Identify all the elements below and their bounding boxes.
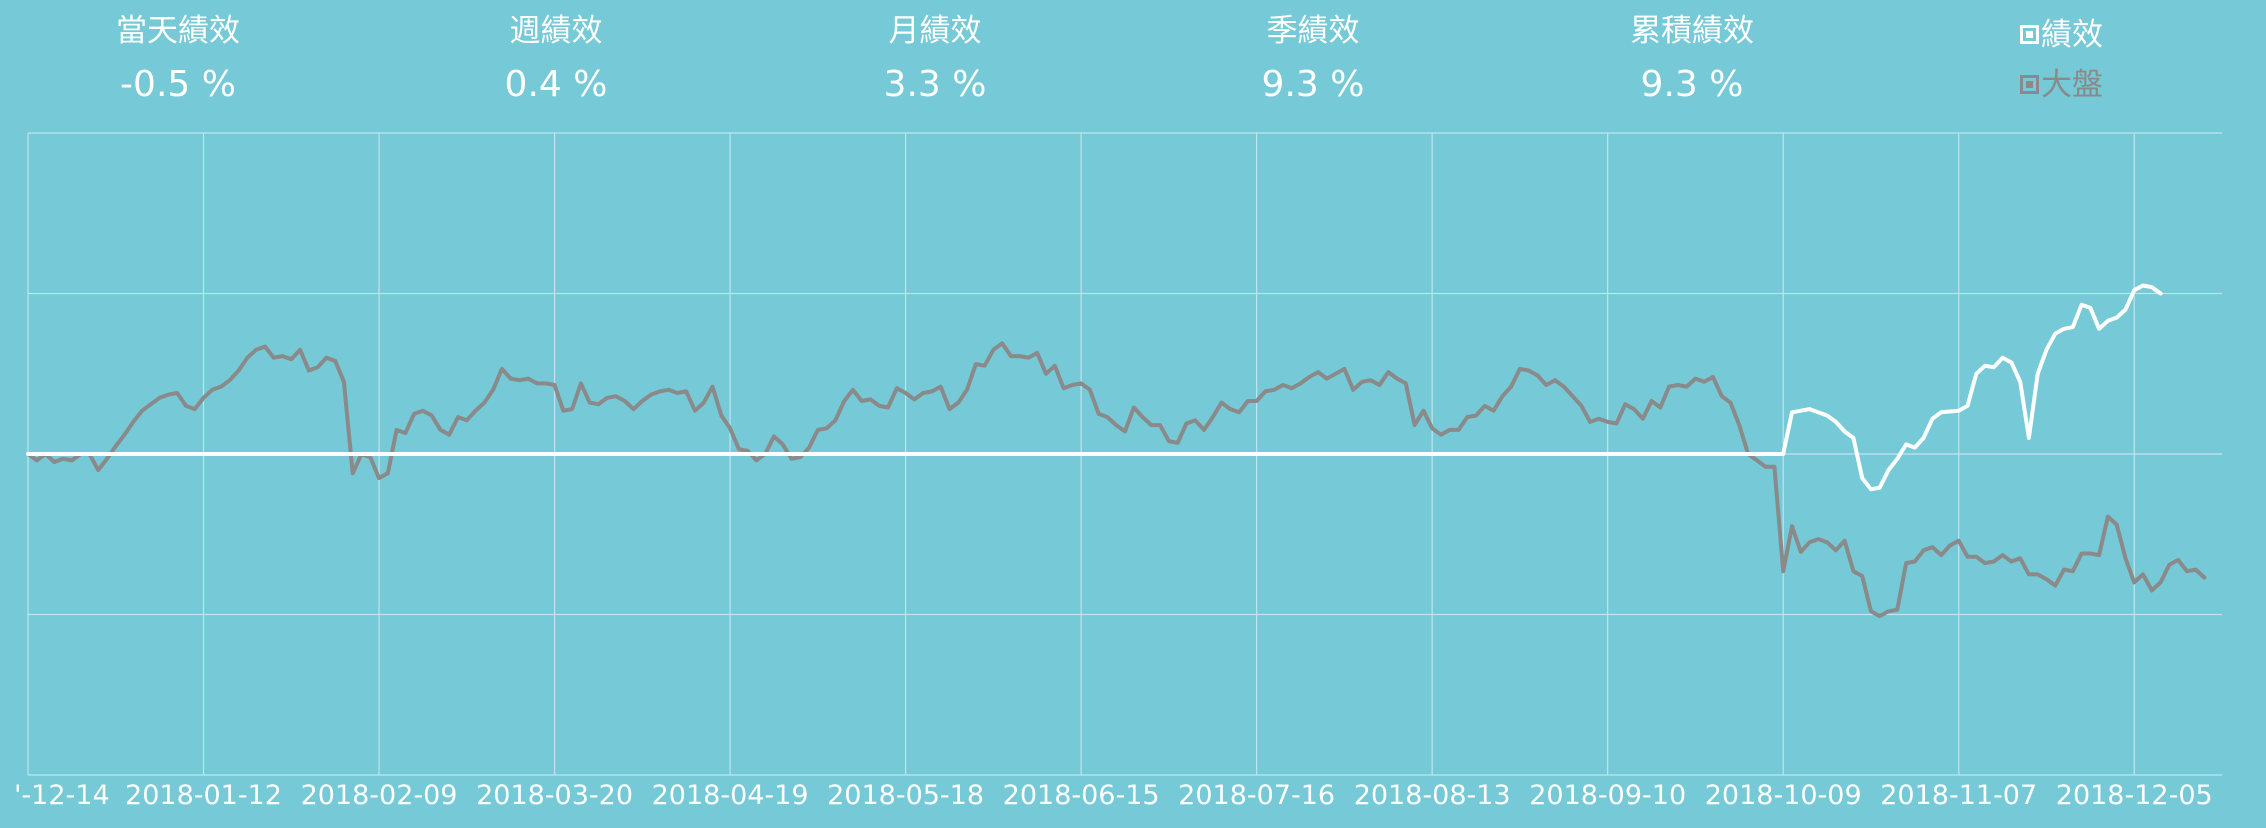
stat-label: 當天績效 <box>116 13 240 49</box>
x-tick-label: 2018-04-19 <box>652 780 809 811</box>
stat-value: -0.5 % <box>120 64 236 105</box>
stat-daily: 當天績效 -0.5 % <box>48 10 308 110</box>
x-tick-label: 2018-05-18 <box>827 780 984 811</box>
stat-label: 月績效 <box>888 13 982 49</box>
legend-swatch-market <box>2020 75 2039 94</box>
chart-lines <box>26 283 2207 619</box>
stat-value: 9.3 % <box>1261 64 1365 105</box>
chart-x-ticks: '-12-14 2018-01-12 2018-02-09 2018-03-20 201… <box>14 780 2213 811</box>
x-tick-label: 2018-10-09 <box>1705 780 1862 811</box>
legend-swatch-performance <box>2020 25 2039 44</box>
x-tick-label: 2018-01-12 <box>125 780 282 811</box>
stat-label: 週績效 <box>509 13 603 49</box>
series-line-market <box>26 341 2207 619</box>
x-tick-label: 2018-03-20 <box>476 780 633 811</box>
legend-label-market: 大盤 <box>2041 67 2103 103</box>
legend-item-performance[interactable]: 績效 <box>2020 10 2103 60</box>
stat-value: 3.3 % <box>883 64 987 105</box>
x-tick-label: 2018-07-16 <box>1178 780 1335 811</box>
stat-quarterly: 季績效 9.3 % <box>1183 10 1443 110</box>
x-tick-label: 2018-06-15 <box>1003 780 1160 811</box>
stat-label: 季績效 <box>1266 13 1360 49</box>
stat-cumulative: 累積績效 9.3 % <box>1562 10 1822 110</box>
legend-label-performance: 績效 <box>2041 17 2103 53</box>
x-tick-label: 2018-09-10 <box>1529 780 1686 811</box>
legend-item-market[interactable]: 大盤 <box>2020 60 2103 110</box>
x-tick-label: 2018-12-05 <box>2056 780 2213 811</box>
stat-monthly: 月績效 3.3 % <box>805 10 1065 110</box>
chart-legend: 績效 大盤 <box>2020 10 2103 110</box>
x-tick-label: 2018-08-13 <box>1354 780 1511 811</box>
x-tick-label: '-12-14 <box>14 780 110 811</box>
stat-weekly: 週績效 0.4 % <box>426 10 686 110</box>
stat-label: 累積績效 <box>1630 13 1754 49</box>
series-line-performance <box>26 283 2163 492</box>
stat-value: 9.3 % <box>1640 64 1744 105</box>
x-tick-label: 2018-11-07 <box>1880 780 2037 811</box>
stat-value: 0.4 % <box>504 64 608 105</box>
x-tick-label: 2018-02-09 <box>301 780 458 811</box>
